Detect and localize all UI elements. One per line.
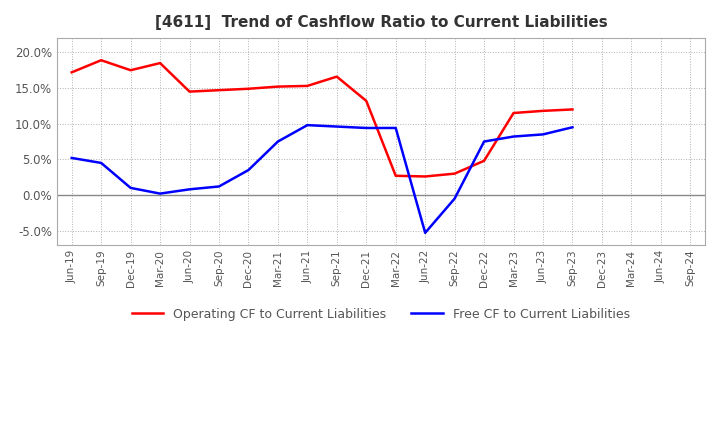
Free CF to Current Liabilities xyxy=(362,125,371,131)
Operating CF to Current Liabilities xyxy=(333,74,341,79)
Operating CF to Current Liabilities xyxy=(568,107,577,112)
Free CF to Current Liabilities xyxy=(215,184,223,189)
Operating CF to Current Liabilities xyxy=(244,86,253,92)
Line: Free CF to Current Liabilities: Free CF to Current Liabilities xyxy=(72,125,572,233)
Operating CF to Current Liabilities xyxy=(362,98,371,103)
Operating CF to Current Liabilities xyxy=(392,173,400,178)
Title: [4611]  Trend of Cashflow Ratio to Current Liabilities: [4611] Trend of Cashflow Ratio to Curren… xyxy=(155,15,608,30)
Free CF to Current Liabilities xyxy=(421,230,430,235)
Free CF to Current Liabilities xyxy=(392,125,400,131)
Free CF to Current Liabilities xyxy=(303,122,312,128)
Free CF to Current Liabilities xyxy=(333,124,341,129)
Free CF to Current Liabilities xyxy=(126,185,135,191)
Operating CF to Current Liabilities xyxy=(156,60,164,66)
Operating CF to Current Liabilities xyxy=(480,158,488,163)
Free CF to Current Liabilities xyxy=(539,132,547,137)
Operating CF to Current Liabilities xyxy=(421,174,430,179)
Operating CF to Current Liabilities xyxy=(303,83,312,88)
Free CF to Current Liabilities xyxy=(68,155,76,161)
Free CF to Current Liabilities xyxy=(97,160,106,165)
Operating CF to Current Liabilities xyxy=(126,68,135,73)
Free CF to Current Liabilities xyxy=(450,196,459,201)
Operating CF to Current Liabilities xyxy=(68,70,76,75)
Operating CF to Current Liabilities xyxy=(215,88,223,93)
Free CF to Current Liabilities xyxy=(568,125,577,130)
Operating CF to Current Liabilities xyxy=(539,108,547,114)
Free CF to Current Liabilities xyxy=(244,168,253,173)
Operating CF to Current Liabilities xyxy=(97,58,106,63)
Operating CF to Current Liabilities xyxy=(274,84,282,89)
Legend: Operating CF to Current Liabilities, Free CF to Current Liabilities: Operating CF to Current Liabilities, Fre… xyxy=(127,303,635,326)
Free CF to Current Liabilities xyxy=(185,187,194,192)
Free CF to Current Liabilities xyxy=(274,139,282,144)
Operating CF to Current Liabilities xyxy=(185,89,194,94)
Free CF to Current Liabilities xyxy=(156,191,164,196)
Free CF to Current Liabilities xyxy=(509,134,518,139)
Free CF to Current Liabilities xyxy=(480,139,488,144)
Line: Operating CF to Current Liabilities: Operating CF to Current Liabilities xyxy=(72,60,572,176)
Operating CF to Current Liabilities xyxy=(450,171,459,176)
Operating CF to Current Liabilities xyxy=(509,110,518,116)
